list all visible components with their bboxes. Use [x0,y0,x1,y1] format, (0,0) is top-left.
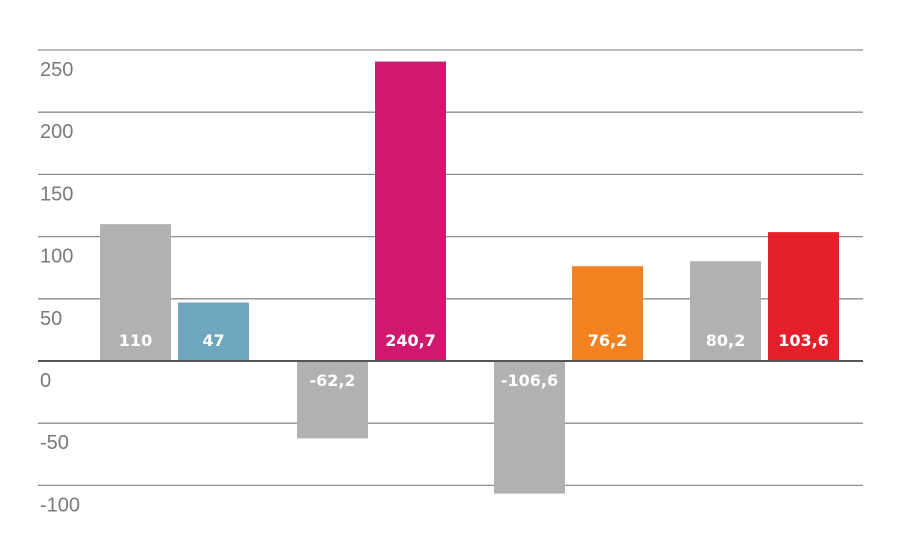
y-tick-label: 150 [40,183,73,205]
bar [572,266,643,361]
y-tick-label: -100 [40,494,80,516]
bar [690,261,761,361]
y-tick-label: 50 [40,308,62,330]
bar [100,224,171,361]
bar-value-label: 240,7 [385,331,436,350]
y-tick-label: 250 [40,59,73,81]
bar-value-label: 47 [202,331,224,350]
bar [494,361,565,494]
bar-value-label: 80,2 [706,331,745,350]
bar [375,61,446,361]
y-tick-label: 0 [40,370,51,392]
gridlines [38,49,863,487]
bar-value-label: -106,6 [501,371,558,390]
bar [768,232,839,361]
y-axis-tick-labels: 250 200 150 100 50 0 -50 -100 [40,59,80,516]
y-tick-label: -50 [40,432,69,454]
bar-value-label: 110 [119,331,152,350]
bars [100,61,839,494]
bar-value-label: 103,6 [778,331,829,350]
bar-value-label: 76,2 [588,331,627,350]
data-labels: 110 47 -62,2 240,7 -106,6 76,2 80,2 103,6 [119,331,829,390]
bar [297,361,368,439]
y-tick-label: 100 [40,246,73,268]
bar-value-label: -62,2 [309,371,355,390]
y-tick-label: 200 [40,121,73,143]
bar [178,302,249,361]
